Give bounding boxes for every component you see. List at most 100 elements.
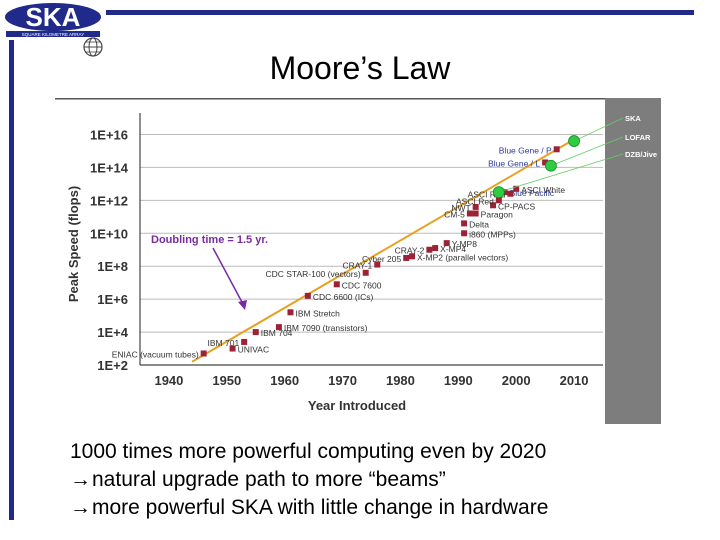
data-label: Paragon (481, 210, 513, 220)
y-tick-label: 1E+8 (97, 259, 128, 274)
logo-text: SKA (26, 2, 81, 32)
header-rule (106, 10, 694, 15)
data-point (333, 281, 340, 288)
data-label: i860 (MPPs) (469, 229, 516, 239)
data-point (252, 329, 259, 336)
data-point (304, 292, 311, 299)
highlight-point (568, 135, 580, 147)
y-tick-label: 1E+2 (97, 358, 128, 373)
y-tick-label: 1E+6 (97, 292, 128, 307)
data-point (287, 309, 294, 316)
bullet-text-1: 1000 times more powerful computing even … (70, 440, 547, 463)
moores-law-chart: 1E+2 1E+4 1E+6 1E+8 1E+10 1E+12 1E+14 1E+16 1940… (55, 98, 661, 424)
data-label: CP-PACS (498, 201, 535, 211)
data-label: CM-5 (444, 210, 465, 220)
x-tick-label: 1950 (212, 373, 241, 388)
trend-segment (191, 138, 575, 363)
data-point (542, 159, 549, 166)
data-point (495, 197, 502, 204)
data-point (241, 338, 248, 345)
data-point (472, 210, 479, 217)
arrow-shaft (212, 247, 244, 305)
ska-logo: SKA SQUARE KILOMETRE ARRAY (5, 2, 101, 37)
data-point (513, 185, 520, 192)
bullet-line-1: 1000 times more powerful computing even … (70, 438, 710, 466)
logo-subtitle: SQUARE KILOMETRE ARRAY (22, 32, 84, 37)
arrow-right-icon: → (70, 468, 91, 491)
slide-title: Moore’s Law (269, 50, 451, 86)
data-point (553, 146, 560, 153)
data-point (461, 230, 468, 237)
data-label: X-MP2 (parallel vectors) (417, 252, 508, 262)
highlight-callout (573, 117, 624, 142)
data-label: IBM 704 (261, 328, 293, 338)
data-point (200, 350, 207, 357)
data-point (409, 253, 416, 260)
data-point (490, 202, 497, 209)
x-tick-label: 1960 (270, 373, 299, 388)
highlight-points: SKA LOFAR DZB/Jive (492, 114, 657, 198)
data-label: X-MP4 (440, 244, 466, 254)
bullet-list: 1000 times more powerful computing even … (70, 438, 710, 522)
data-label: CRAY-1 (343, 261, 373, 271)
y-tick-label: 1E+12 (90, 193, 128, 208)
bullet-text-3: more powerful SKA with little change in … (92, 496, 549, 519)
data-point (461, 220, 468, 227)
data-point (403, 254, 410, 261)
y-tick-label: 1E+14 (90, 160, 129, 175)
x-tick-label: 1970 (328, 373, 357, 388)
highlight-label: LOFAR (625, 133, 651, 142)
data-point (472, 203, 479, 210)
chart-side-panel (605, 98, 661, 424)
highlight-callout (550, 136, 624, 167)
data-label: Blue Gene / L (488, 158, 540, 168)
highlight-label: DZB/Jive (625, 150, 657, 159)
chart-background (55, 98, 661, 424)
y-tick-label: 1E+4 (97, 325, 128, 340)
highlight-point (545, 159, 557, 172)
data-label: ASCI White (521, 185, 565, 195)
data-label: Blue Pacific (510, 188, 555, 198)
globe-icon (83, 37, 103, 57)
data-label: ENIAC (vacuum tubes) (112, 349, 199, 359)
data-point (443, 240, 450, 247)
data-point (374, 261, 381, 268)
left-rule (9, 40, 14, 520)
trend-line (191, 138, 575, 363)
y-tick-label: 1E+10 (90, 226, 128, 241)
bullet-text-2: natural upgrade path to more “beams” (92, 468, 446, 491)
data-point (466, 210, 473, 217)
data-label: CRAY-2 (395, 246, 425, 256)
y-tick-label: 1E+16 (90, 127, 128, 142)
data-label: ASCI Red (456, 196, 494, 206)
data-point (432, 245, 439, 252)
doubling-arrow (212, 247, 247, 310)
x-tick-label: 1990 (444, 373, 473, 388)
axes: 1E+2 1E+4 1E+6 1E+8 1E+10 1E+12 1E+14 1E+16 1940… (90, 113, 603, 388)
highlight-point (492, 186, 505, 198)
bullet-line-2: →natural upgrade path to more “beams” (70, 466, 710, 494)
bullet-line-3: →more powerful SKA with little change in… (70, 494, 710, 522)
x-tick-label: 2010 (560, 373, 589, 388)
data-label: NWT (451, 203, 470, 213)
data-point (426, 246, 433, 253)
data-label: Blue Gene / P (499, 145, 552, 155)
data-point (362, 269, 369, 276)
data-label: IBM 7090 (transistors) (284, 323, 368, 333)
data-label: IBM 701 (208, 338, 240, 348)
data-label: Y-MP8 (452, 239, 477, 249)
data-label: UNIVAC (238, 345, 270, 355)
arrow-right-icon: → (70, 496, 91, 519)
doubling-annotation: Doubling time = 1.5 yr. (151, 234, 268, 246)
x-tick-label: 2000 (502, 373, 531, 388)
data-label: IBM Stretch (295, 308, 340, 318)
data-point (507, 190, 514, 197)
data-label: CDC 6600 (ICs) (313, 292, 374, 302)
data-label: CDC STAR-100 (vectors) (265, 269, 360, 279)
data-label: CDC 7600 (342, 280, 382, 290)
x-tick-label: 1940 (154, 373, 183, 388)
x-tick-label: 1980 (386, 373, 415, 388)
y-axis-label: Peak Speed (flops) (66, 186, 81, 302)
data-label: Cyber 205 (362, 254, 401, 264)
